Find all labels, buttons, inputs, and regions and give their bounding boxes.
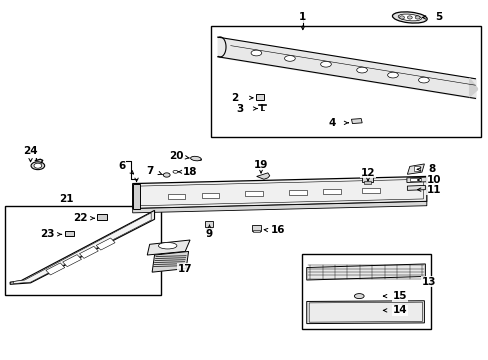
Text: 9: 9 (205, 229, 213, 239)
Polygon shape (147, 240, 190, 255)
Text: 13: 13 (421, 277, 436, 287)
Polygon shape (351, 118, 362, 123)
Ellipse shape (392, 12, 427, 23)
Ellipse shape (163, 173, 170, 177)
Text: 23: 23 (40, 229, 55, 239)
Ellipse shape (320, 62, 331, 67)
Bar (204, 221, 213, 227)
Bar (64, 231, 74, 237)
Ellipse shape (407, 16, 411, 19)
Text: 6: 6 (118, 161, 125, 171)
Polygon shape (256, 173, 269, 179)
Bar (5, 206, 161, 295)
Polygon shape (132, 176, 426, 208)
Text: 5: 5 (434, 13, 442, 22)
Ellipse shape (387, 72, 398, 78)
Text: 24: 24 (23, 147, 38, 157)
Ellipse shape (354, 294, 364, 298)
Bar (255, 94, 264, 100)
Polygon shape (14, 213, 151, 284)
Text: 17: 17 (178, 264, 192, 274)
Bar (62, 255, 81, 267)
Bar (323, 189, 340, 194)
Bar (201, 193, 219, 198)
Ellipse shape (356, 67, 366, 73)
Ellipse shape (158, 243, 177, 249)
Ellipse shape (250, 50, 261, 56)
Text: 19: 19 (253, 159, 268, 170)
Bar (362, 175, 372, 182)
Ellipse shape (397, 14, 421, 21)
Polygon shape (306, 301, 424, 324)
Text: 16: 16 (270, 225, 284, 235)
Polygon shape (132, 184, 140, 208)
Ellipse shape (173, 170, 178, 173)
Text: 15: 15 (392, 291, 407, 301)
Bar (205, 227, 212, 229)
Bar (96, 238, 115, 250)
Bar (301, 254, 430, 329)
Bar (362, 188, 379, 193)
Ellipse shape (34, 163, 41, 168)
Polygon shape (306, 264, 425, 280)
Text: 10: 10 (426, 175, 441, 185)
Text: 4: 4 (327, 118, 335, 128)
Bar (46, 263, 64, 275)
Text: 2: 2 (231, 93, 238, 103)
Bar (97, 213, 107, 220)
Polygon shape (407, 164, 424, 174)
Text: 18: 18 (183, 167, 197, 177)
Polygon shape (132, 202, 426, 213)
Bar (211, 26, 480, 137)
Text: 14: 14 (392, 305, 407, 315)
Bar (80, 246, 98, 258)
Polygon shape (406, 177, 426, 183)
Polygon shape (10, 210, 154, 284)
Ellipse shape (190, 156, 201, 161)
Ellipse shape (414, 16, 419, 19)
Bar (364, 181, 370, 184)
Text: 21: 21 (59, 194, 74, 204)
Ellipse shape (418, 77, 428, 83)
Bar (252, 230, 259, 232)
Text: 3: 3 (236, 104, 243, 113)
Bar (245, 192, 263, 197)
Bar (251, 225, 260, 231)
Bar (167, 194, 185, 199)
Bar (288, 190, 306, 195)
Polygon shape (407, 185, 425, 190)
Bar (413, 166, 419, 171)
Text: 20: 20 (169, 151, 183, 161)
Text: 11: 11 (426, 185, 441, 195)
Text: 8: 8 (427, 164, 435, 174)
Text: 12: 12 (360, 168, 374, 178)
Text: 1: 1 (299, 13, 306, 22)
Text: 22: 22 (73, 213, 87, 223)
Ellipse shape (31, 162, 44, 170)
Ellipse shape (399, 16, 404, 19)
Polygon shape (152, 251, 188, 272)
Ellipse shape (284, 55, 295, 61)
Bar (409, 178, 421, 181)
Text: 7: 7 (146, 166, 154, 176)
